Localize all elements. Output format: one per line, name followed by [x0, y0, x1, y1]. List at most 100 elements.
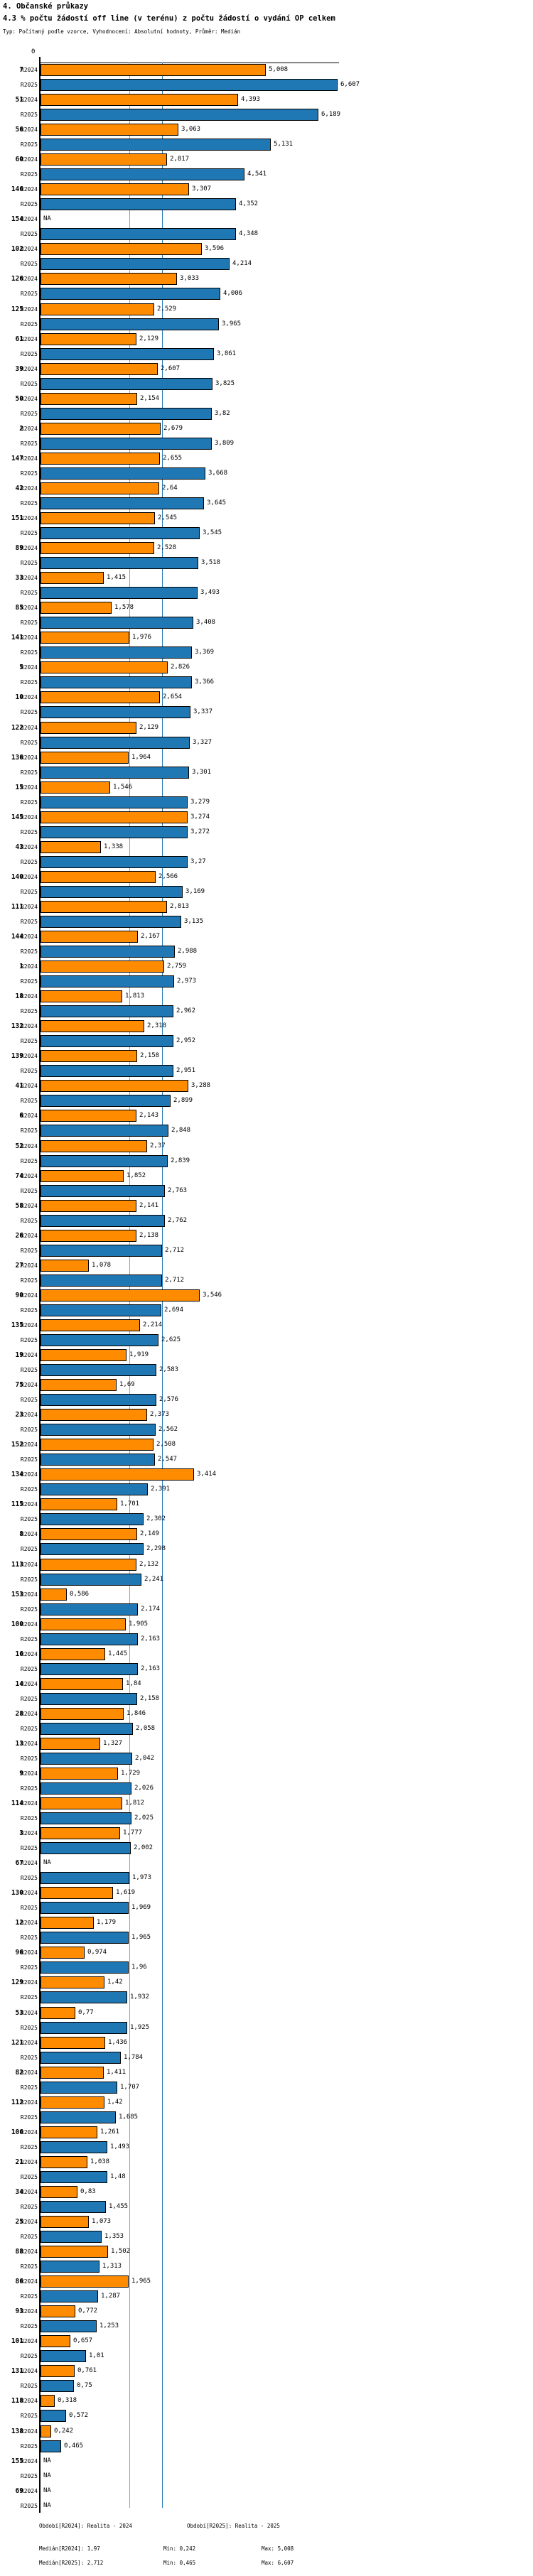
value-label: 1,179 — [97, 1919, 117, 1927]
group-id-label: 101 — [11, 2337, 23, 2346]
legend-max-r2025: Max: 6,607 — [262, 2560, 294, 2566]
series-row-label: R2025 — [20, 1127, 38, 1135]
group-id-label: 113 — [11, 1560, 23, 1569]
series-row-label: R2024 — [20, 605, 38, 612]
value-label: 1,969 — [131, 1904, 151, 1912]
value-label: 1,455 — [109, 2202, 129, 2210]
value-label: 0,586 — [70, 1590, 90, 1598]
value-label: 1,578 — [114, 604, 134, 612]
value-label: 1,925 — [130, 2023, 150, 2031]
group-id-label: 28 — [15, 1709, 23, 1718]
bar-r2024 — [41, 1169, 124, 1182]
value-label: 3,279 — [190, 798, 210, 806]
value-label: 4,214 — [232, 260, 252, 268]
value-label: 1,42 — [107, 1979, 123, 1986]
group-id-label: 41 — [15, 1082, 23, 1091]
series-row-label: R2025 — [20, 858, 38, 865]
bar-r2024 — [41, 1618, 126, 1630]
bar-r2025 — [41, 557, 198, 570]
bar-r2025 — [41, 885, 183, 898]
series-row-label: R2024 — [20, 2128, 38, 2136]
indicator-meta: Typ: Počítaný podle vzorce, Vyhodnocení:… — [3, 28, 241, 35]
group-id-label: 135 — [11, 1321, 23, 1329]
value-label: 3,545 — [203, 529, 222, 537]
bar-r2025 — [41, 347, 214, 360]
group-id-label: 144 — [11, 933, 23, 941]
bar-r2024 — [41, 2036, 105, 2049]
group-id-label: 121 — [11, 2038, 23, 2047]
bar-r2024 — [41, 303, 154, 315]
value-label: 1,96 — [131, 1964, 147, 1971]
value-label: 1,038 — [90, 2158, 110, 2165]
value-label: 1,493 — [110, 2143, 130, 2150]
group-id-label: 74 — [15, 1171, 23, 1180]
value-label: 2,141 — [139, 1201, 159, 1209]
value-label: 1,546 — [113, 783, 133, 791]
bar-r2025 — [41, 1125, 168, 1137]
value-label: 2,562 — [158, 1426, 178, 1434]
value-label: 2,37 — [150, 1142, 166, 1149]
bar-r2025 — [41, 1154, 168, 1167]
value-label: 5,008 — [269, 66, 289, 73]
value-label: 6,189 — [321, 111, 341, 119]
bar-r2024 — [41, 811, 188, 823]
value-label: 2,025 — [134, 1814, 154, 1822]
series-row-label: R2024 — [20, 2457, 38, 2464]
group-id-label: 118 — [11, 2397, 23, 2405]
series-row-label: R2025 — [20, 978, 38, 985]
series-row-label: R2024 — [20, 933, 38, 941]
value-label: 2,952 — [176, 1037, 196, 1045]
series-row-label: R2025 — [20, 619, 38, 627]
group-id-label: 18 — [15, 992, 23, 1001]
value-label: 2,149 — [140, 1530, 160, 1538]
value-label: 2,058 — [136, 1724, 156, 1732]
series-row-label: R2025 — [20, 2383, 38, 2390]
legend-min-r2024: Min: 0,242 — [163, 2545, 196, 2552]
group-id-label: 126 — [11, 275, 23, 283]
value-label: 1,932 — [130, 1993, 150, 2001]
bar-r2024 — [41, 721, 136, 734]
bar-r2024 — [41, 452, 160, 465]
group-id-label: 125 — [11, 305, 23, 313]
bar-r2025 — [41, 2380, 74, 2393]
value-label: 2,763 — [168, 1186, 188, 1194]
value-label: 2,576 — [159, 1396, 179, 1404]
series-row-label: R2024 — [20, 2428, 38, 2435]
series-row-label: R2024 — [20, 724, 38, 731]
series-row-label: R2024 — [20, 1172, 38, 1179]
series-row-label: R2025 — [20, 1306, 38, 1314]
na-label: NA — [43, 2472, 51, 2479]
axis-origin-label: 0 — [31, 48, 36, 55]
group-id-label: 93 — [15, 2307, 23, 2316]
value-label: 3,063 — [181, 126, 201, 134]
group-id-label: 14 — [15, 1679, 23, 1688]
value-label: 1,685 — [119, 2113, 139, 2121]
bar-r2024 — [41, 840, 101, 853]
value-label: 4,348 — [239, 230, 259, 238]
series-row-label: R2025 — [20, 888, 38, 895]
series-row-label: R2025 — [20, 918, 38, 925]
value-label: 3,327 — [193, 738, 212, 746]
bar-r2024 — [41, 2246, 108, 2258]
bar-r2025 — [41, 1812, 131, 1825]
bar-r2025 — [41, 676, 192, 689]
series-row-label: R2024 — [20, 575, 38, 582]
value-label: 2,817 — [170, 156, 190, 163]
bar-r2025 — [41, 1932, 129, 1944]
value-label: 0,83 — [80, 2187, 96, 2195]
value-label: 3,301 — [192, 768, 212, 776]
bar-r2025 — [41, 1872, 129, 1885]
value-label: 2,298 — [146, 1545, 166, 1553]
bar-r2025 — [41, 1274, 162, 1287]
legend-period-r2024: Období[R2024]: Realita - 2024 — [39, 2523, 132, 2529]
value-label: 3,307 — [192, 185, 212, 193]
bar-r2024 — [41, 273, 177, 286]
group-id-label: 53 — [15, 2008, 23, 2017]
bar-r2024 — [41, 422, 161, 435]
series-row-label: R2024 — [20, 395, 38, 402]
value-label: 3,668 — [208, 469, 228, 477]
series-row-label: R2025 — [20, 1367, 38, 1373]
bar-r2025 — [41, 467, 205, 480]
series-row-label: R2024 — [20, 784, 38, 791]
value-label: 4,393 — [241, 96, 261, 104]
